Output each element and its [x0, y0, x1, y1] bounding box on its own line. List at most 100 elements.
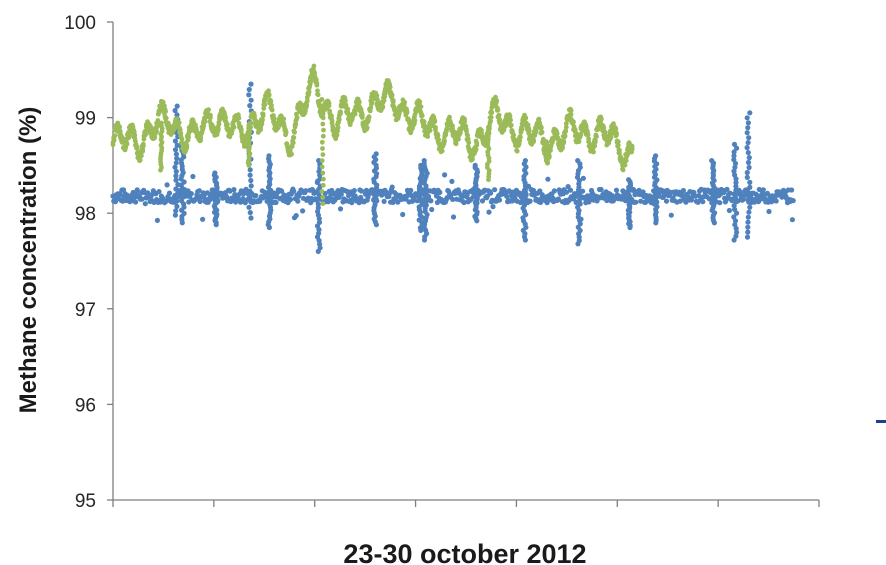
green-data-point: [562, 133, 568, 139]
green-data-point: [526, 128, 532, 134]
green-data-point: [198, 137, 204, 143]
green-data-point: [563, 124, 569, 130]
green-data-point: [508, 117, 513, 123]
blue-data-point: [248, 97, 254, 103]
blue-data-point: [295, 198, 301, 204]
blue-data-point: [358, 188, 365, 194]
green-data-point: [568, 108, 574, 113]
green-data-point: [563, 129, 568, 134]
green-data-point: [117, 124, 123, 130]
green-data-point: [319, 189, 325, 194]
green-data-point: [231, 124, 237, 130]
green-data-point: [304, 102, 309, 107]
green-data-point: [402, 99, 408, 105]
green-data-point: [486, 177, 491, 183]
blue-data-point: [173, 173, 179, 179]
blue-data-point: [173, 168, 179, 175]
green-data-point: [140, 148, 146, 154]
green-data-point: [320, 121, 326, 127]
green-data-point: [117, 129, 123, 134]
green-data-point: [417, 99, 423, 105]
green-data-point: [320, 182, 326, 188]
blue-data-point: [373, 151, 379, 157]
green-data-point: [320, 146, 325, 151]
blue-data-point: [789, 217, 796, 223]
green-data-point: [623, 158, 629, 164]
blue-data-point: [173, 208, 179, 214]
blue-data-point: [700, 199, 706, 205]
blue-data-point: [381, 198, 387, 204]
green-data-point: [319, 97, 325, 102]
blue-data-point: [717, 200, 723, 206]
blue-data-point: [744, 174, 750, 180]
blue-data-point: [196, 188, 202, 194]
y-axis-title: Methane concentration (%): [15, 107, 42, 414]
green-data-point: [474, 142, 480, 148]
blue-data-point: [253, 193, 259, 199]
green-data-point: [140, 143, 146, 149]
green-data-point: [622, 162, 628, 168]
green-data-point: [313, 77, 319, 83]
green-data-point: [436, 137, 441, 142]
green-data-point: [269, 107, 275, 113]
blue-data-point: [247, 210, 253, 216]
green-data-point: [614, 132, 619, 138]
blue-data-point: [247, 172, 253, 178]
blue-data-point: [537, 188, 543, 194]
blue-data-point: [429, 206, 435, 213]
blue-data-point: [351, 188, 357, 194]
green-data-point: [320, 115, 326, 121]
green-data-point: [266, 88, 271, 94]
green-data-point: [501, 127, 507, 133]
green-data-point: [470, 156, 475, 162]
blue-data-point: [154, 217, 160, 223]
blue-data-point: [551, 188, 558, 194]
green-data-point: [618, 154, 624, 160]
green-data-point: [594, 134, 599, 140]
green-data-point: [289, 144, 295, 150]
green-data-point: [359, 112, 365, 118]
green-data-point: [608, 135, 614, 140]
blue-data-point: [248, 81, 254, 87]
blue-data-point: [746, 155, 752, 161]
green-data-point: [163, 109, 169, 114]
blue-data-point: [173, 160, 179, 166]
green-data-point: [112, 133, 118, 139]
blue-data-point: [745, 229, 751, 235]
green-data-point: [336, 117, 342, 122]
blue-data-point: [747, 179, 753, 185]
blue-data-point: [747, 204, 753, 210]
green-data-point: [578, 132, 584, 138]
blue-data-point: [746, 209, 752, 215]
blue-data-point: [766, 208, 772, 215]
green-data-point: [419, 113, 425, 119]
green-data-point: [188, 128, 193, 134]
green-data-point: [617, 148, 622, 153]
axes: 95 96 97 98 99 100: [64, 13, 820, 512]
blue-data-point: [732, 206, 738, 212]
green-data-point: [495, 107, 501, 113]
blue-data-point: [567, 187, 574, 193]
blue-data-point: [640, 189, 646, 195]
green-data-point: [488, 114, 494, 120]
green-data-point: [345, 106, 351, 112]
blue-data-point: [316, 158, 322, 164]
green-data-point: [206, 107, 212, 113]
green-data-point: [293, 121, 299, 127]
blue-data-point: [212, 170, 218, 176]
blue-data-point: [545, 176, 551, 182]
green-data-point: [320, 109, 325, 115]
blue-data-point: [164, 182, 170, 188]
blue-data-point: [709, 158, 715, 164]
blue-data-point: [680, 187, 687, 194]
blue-data-point: [231, 187, 237, 193]
blue-data-point: [173, 151, 179, 157]
blue-data-point: [472, 162, 478, 168]
blue-data-point: [726, 207, 733, 214]
green-data-point: [425, 134, 431, 139]
blue-data-point: [744, 115, 750, 121]
blue-data-point: [188, 191, 194, 197]
green-data-point: [464, 127, 469, 133]
blue-data-point: [633, 199, 639, 205]
